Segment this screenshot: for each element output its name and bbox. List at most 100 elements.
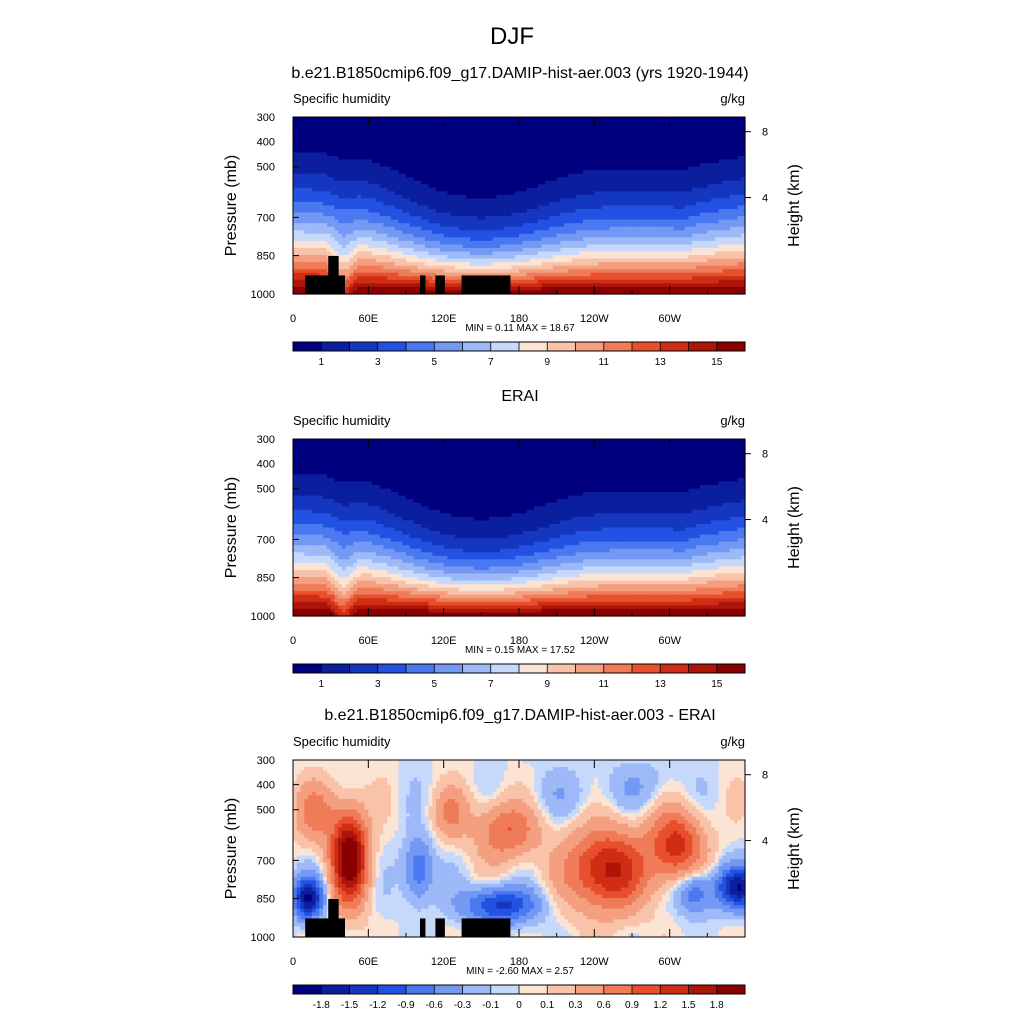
colorbar-label: -1.8 [313, 1000, 331, 1011]
min-max-stats: MIN = 0.15 MAX = 17.52 [465, 645, 575, 656]
min-max-stats: MIN = -2.60 MAX = 2.57 [466, 966, 574, 977]
colorbar-swatch [547, 664, 576, 673]
y-tick-label: 850 [257, 894, 275, 906]
x-tick-label: 0 [290, 635, 296, 647]
colorbar-swatch [717, 664, 746, 673]
y-tick-label: 700 [257, 534, 275, 546]
colorbar-swatch [689, 664, 718, 673]
colorbar-swatch [604, 342, 633, 351]
colorbar-swatch [406, 342, 435, 351]
colorbar-label: 5 [431, 679, 437, 690]
panel-title: b.e21.B1850cmip6.f09_g17.DAMIP-hist-aer.… [324, 707, 715, 724]
y-tick-label: 500 [257, 484, 275, 496]
y-tick-label: 500 [257, 805, 275, 817]
panel-title: b.e21.B1850cmip6.f09_g17.DAMIP-hist-aer.… [291, 65, 748, 82]
colorbar-swatch [293, 342, 322, 351]
colorbar-swatch [378, 342, 407, 351]
y-tick-label: 1000 [251, 289, 275, 301]
colorbar-label: 1.2 [653, 1000, 667, 1011]
y2-tick-label: 4 [762, 836, 768, 848]
colorbar-swatch [519, 985, 548, 994]
variable-label: Specific humidity [293, 734, 391, 749]
colorbar-label: 15 [711, 357, 723, 368]
units-label: g/kg [720, 734, 745, 749]
figure-title: DJF [490, 23, 534, 50]
colorbar-swatch [604, 985, 633, 994]
x-tick-label: 0 [290, 313, 296, 325]
contour-field [293, 439, 746, 617]
colorbar-swatch [689, 342, 718, 351]
panel-3: b.e21.B1850cmip6.f09_g17.DAMIP-hist-aer.… [223, 707, 803, 1011]
panel-title: ERAI [501, 388, 538, 405]
x-tick-label: 60W [658, 313, 681, 325]
colorbar-label: 7 [488, 679, 494, 690]
colorbar-label: 7 [488, 357, 494, 368]
y-axis-label: Pressure (mb) [223, 798, 240, 899]
colorbar-swatch [717, 985, 746, 994]
colorbar-label: -0.1 [482, 1000, 500, 1011]
panel-1: b.e21.B1850cmip6.f09_g17.DAMIP-hist-aer.… [223, 65, 803, 368]
units-label: g/kg [720, 91, 745, 106]
x-tick-label: 0 [290, 956, 296, 968]
x-tick-label: 120W [580, 635, 609, 647]
terrain-mask [420, 918, 425, 937]
colorbar-label: 0.1 [540, 1000, 554, 1011]
y-tick-label: 700 [257, 212, 275, 224]
colorbar-label: 13 [655, 679, 667, 690]
colorbar-swatch [350, 342, 379, 351]
terrain-mask [305, 918, 345, 937]
y2-axis-label: Height (km) [786, 807, 803, 890]
colorbar-swatch [660, 985, 689, 994]
colorbar-label: 1 [318, 357, 324, 368]
y2-tick-label: 4 [762, 193, 768, 205]
y-axis-label: Pressure (mb) [223, 155, 240, 256]
units-label: g/kg [720, 413, 745, 428]
x-tick-label: 120E [431, 635, 457, 647]
colorbar-swatch [350, 985, 379, 994]
x-tick-label: 60W [658, 635, 681, 647]
colorbar-swatch [406, 985, 435, 994]
y-tick-label: 1000 [251, 932, 275, 944]
colorbar-swatch [632, 664, 661, 673]
colorbar-swatch [576, 342, 605, 351]
colorbar-swatch [321, 985, 350, 994]
y2-tick-label: 4 [762, 515, 768, 527]
colorbar-swatch [434, 342, 463, 351]
colorbar-swatch [519, 342, 548, 351]
colorbar-swatch [660, 664, 689, 673]
colorbar-label: 1 [318, 679, 324, 690]
y-tick-label: 300 [257, 112, 275, 124]
y2-tick-label: 8 [762, 770, 768, 782]
variable-label: Specific humidity [293, 91, 391, 106]
colorbar-swatch [406, 664, 435, 673]
colorbar-label: -0.9 [397, 1000, 415, 1011]
y-tick-label: 400 [257, 459, 275, 471]
y-axis-label: Pressure (mb) [223, 477, 240, 578]
colorbar-label: 9 [544, 357, 550, 368]
contour-field [293, 760, 746, 938]
contour-field [293, 117, 746, 295]
terrain-mask [328, 899, 338, 937]
colorbar-swatch [321, 664, 350, 673]
y-tick-label: 850 [257, 251, 275, 263]
colorbar-swatch [491, 664, 520, 673]
terrain-mask [462, 918, 511, 937]
colorbar-swatch [519, 664, 548, 673]
colorbar-swatch [463, 664, 492, 673]
colorbar-label: 3 [375, 357, 381, 368]
y2-axis-label: Height (km) [786, 486, 803, 569]
colorbar-label: 15 [711, 679, 723, 690]
y-tick-label: 500 [257, 162, 275, 174]
colorbar-swatch [660, 342, 689, 351]
colorbar-swatch [434, 664, 463, 673]
colorbar-label: -1.5 [341, 1000, 359, 1011]
min-max-stats: MIN = 0.11 MAX = 18.67 [465, 323, 575, 334]
colorbar-label: -0.6 [426, 1000, 444, 1011]
colorbar-swatch [689, 985, 718, 994]
y2-tick-label: 8 [762, 127, 768, 139]
colorbar-swatch [491, 985, 520, 994]
colorbar-swatch [350, 664, 379, 673]
